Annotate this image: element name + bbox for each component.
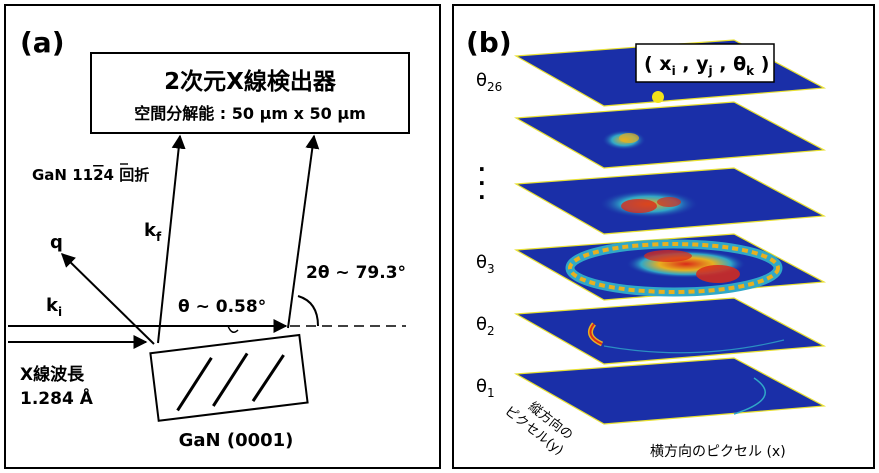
- panel-a-label: (a): [20, 26, 65, 59]
- panel-a-svg: (a) 2次元X線検出器 空間分解能 : 50 μm x 50 μm GaN 1…: [8, 26, 410, 451]
- coordinate-box: [635, 43, 775, 83]
- theta-label: θ ~ 0.58°: [178, 297, 266, 317]
- panel-a-diagram: (a) 2次元X線検出器 空間分解能 : 50 μm x 50 μm GaN 1…: [4, 4, 441, 469]
- detector-layer-theta-3: [513, 233, 827, 301]
- wavelength-value: 1.284 Å: [20, 386, 94, 409]
- panel-b-svg: (b) ( xi , yj , θk ) θ26 · · ·: [466, 26, 827, 460]
- x-axis-label: 横方向のピクセル (x): [650, 444, 786, 460]
- diffracted-beam-right: [287, 134, 320, 329]
- ellipsis-dot-2: ·: [478, 171, 486, 195]
- ki-label: ki: [46, 295, 62, 319]
- wavelength-label: X線波長: [20, 364, 85, 385]
- sample-label: GaN (0001): [179, 430, 294, 451]
- detector-box: [90, 52, 410, 134]
- detector-layer-theta-1: [513, 357, 827, 425]
- ellipsis-dot-3: ·: [478, 185, 486, 209]
- q-vector: [60, 253, 155, 345]
- q-label: q: [50, 232, 63, 253]
- pixel-marker: [652, 91, 664, 103]
- theta-26-label: θ26: [476, 70, 502, 94]
- panel-b-label: (b): [466, 26, 512, 59]
- two-theta-label: 2θ ~ 79.3°: [306, 263, 406, 283]
- panel-b-detector-stack: (b) ( xi , yj , θk ) θ26 · · ·: [452, 4, 875, 469]
- two-theta-arc: [297, 295, 319, 327]
- detector-resolution: 空間分解能 : 50 μm x 50 μm: [134, 104, 366, 123]
- theta-2-label: θ2: [476, 314, 495, 338]
- detector-title: 2次元X線検出器: [164, 68, 337, 95]
- gan-crystal: [149, 333, 309, 422]
- theta-1-label: θ1: [476, 376, 495, 400]
- kf-label: kf: [144, 220, 162, 244]
- reflection-label: GaN 1124 回折: [32, 166, 149, 184]
- theta-3-label: θ3: [476, 252, 495, 276]
- detector-layer-2: [513, 101, 827, 169]
- detector-layer-theta-2: [513, 297, 827, 365]
- coordinate-label: ( xi , yj , θk ): [644, 53, 769, 78]
- diffracted-beam-left: [157, 134, 186, 344]
- detector-layer-3: [513, 167, 827, 235]
- theta-arc: [227, 325, 239, 333]
- ellipsis-dot-1: ·: [478, 157, 486, 181]
